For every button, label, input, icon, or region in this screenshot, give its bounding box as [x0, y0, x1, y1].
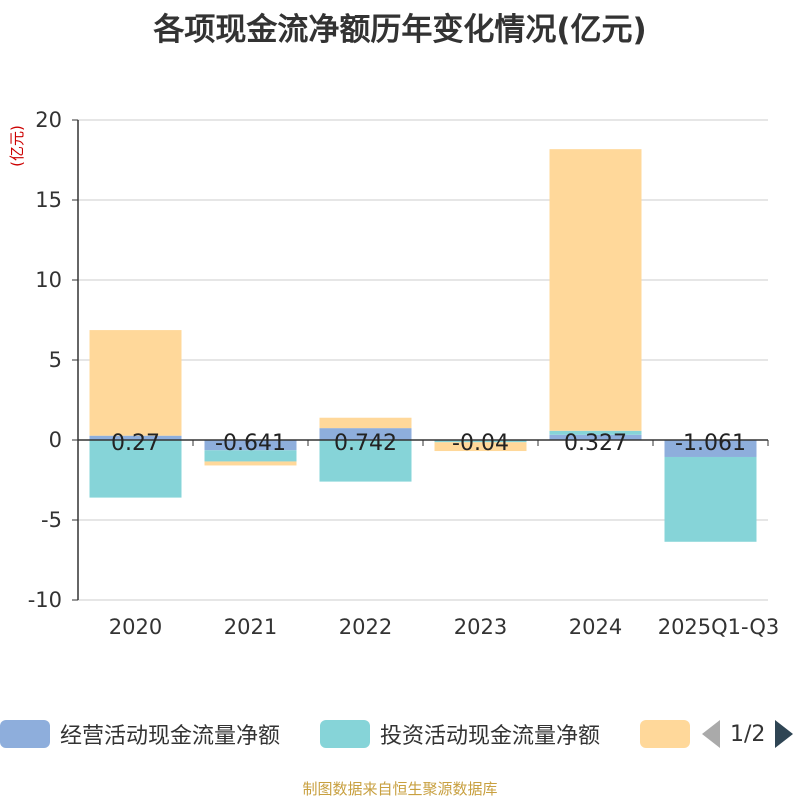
x-tick-label: 2024	[569, 615, 622, 639]
legend-next-arrow-icon[interactable]	[775, 720, 794, 748]
legend-label-investing: 投资活动现金流量净额	[380, 724, 601, 749]
legend-item-financing[interactable]	[640, 712, 700, 756]
bar-segment-0	[89, 435, 182, 440]
y-tick-label: -10	[28, 588, 62, 612]
bar-segment-1	[434, 440, 527, 443]
chart-title: 各项现金流净额历年变化情况(亿元)	[153, 12, 647, 48]
y-tick-label: 20	[35, 108, 62, 132]
data-label: 0.742	[334, 431, 397, 456]
legend-prev-arrow-icon[interactable]	[702, 720, 720, 748]
legend-swatch-investing	[320, 720, 370, 748]
legend-swatch-operating	[0, 720, 50, 748]
x-tick-label: 2022	[339, 615, 392, 639]
bar-segment-1	[664, 456, 757, 542]
data-label: -1.061	[675, 431, 746, 456]
bar-segment-1	[549, 430, 642, 435]
legend-pager: 1/2	[700, 712, 800, 756]
legend-swatch-financing	[640, 720, 690, 748]
x-tick-label: 2023	[454, 615, 507, 639]
y-axis-label: (亿元)	[8, 125, 26, 167]
bar-segment-1	[319, 440, 412, 482]
y-tick-label: 0	[49, 428, 62, 452]
data-label: 0.27	[111, 431, 160, 456]
x-tick-label: 2021	[224, 615, 277, 639]
y-tick-label: -5	[41, 508, 62, 532]
y-tick-label: 10	[35, 268, 62, 292]
bar-segment-0	[204, 440, 297, 451]
legend-label-operating: 经营活动现金流量净额	[60, 724, 281, 749]
bar-segment-1	[89, 440, 182, 498]
data-label: 0.327	[564, 431, 627, 456]
bar-segment-0	[319, 428, 412, 440]
bar-segment-2	[204, 461, 297, 466]
bar-segment-2	[434, 442, 527, 452]
x-tick-label: 2020	[109, 615, 162, 639]
y-tick-label: 5	[49, 348, 62, 372]
x-tick-label: 2025Q1-Q3	[658, 615, 780, 639]
data-label: -0.641	[215, 431, 286, 456]
legend-page-indicator: 1/2	[730, 721, 766, 747]
legend: 经营活动现金流量净额 投资活动现金流量净额 1/2	[0, 712, 800, 756]
legend-item-investing[interactable]: 投资活动现金流量净额	[320, 712, 600, 756]
bar-segment-0	[664, 440, 757, 457]
chart-area: 20 15 10 5 0 -5 -10 (亿元) 2020 2021 2022 2023 2024 202…	[8, 108, 780, 639]
bar-segment-0	[549, 434, 642, 440]
bar-segment-2	[89, 330, 182, 436]
bar-segment-2	[319, 417, 412, 429]
y-tick-label: 15	[35, 188, 62, 212]
data-label: -0.04	[452, 431, 509, 456]
bar-segment-2	[549, 149, 642, 431]
bar-segment-1	[204, 450, 297, 462]
legend-item-operating[interactable]: 经营活动现金流量净额	[0, 712, 280, 756]
source-note: 制图数据来自恒生聚源数据库	[302, 780, 498, 798]
